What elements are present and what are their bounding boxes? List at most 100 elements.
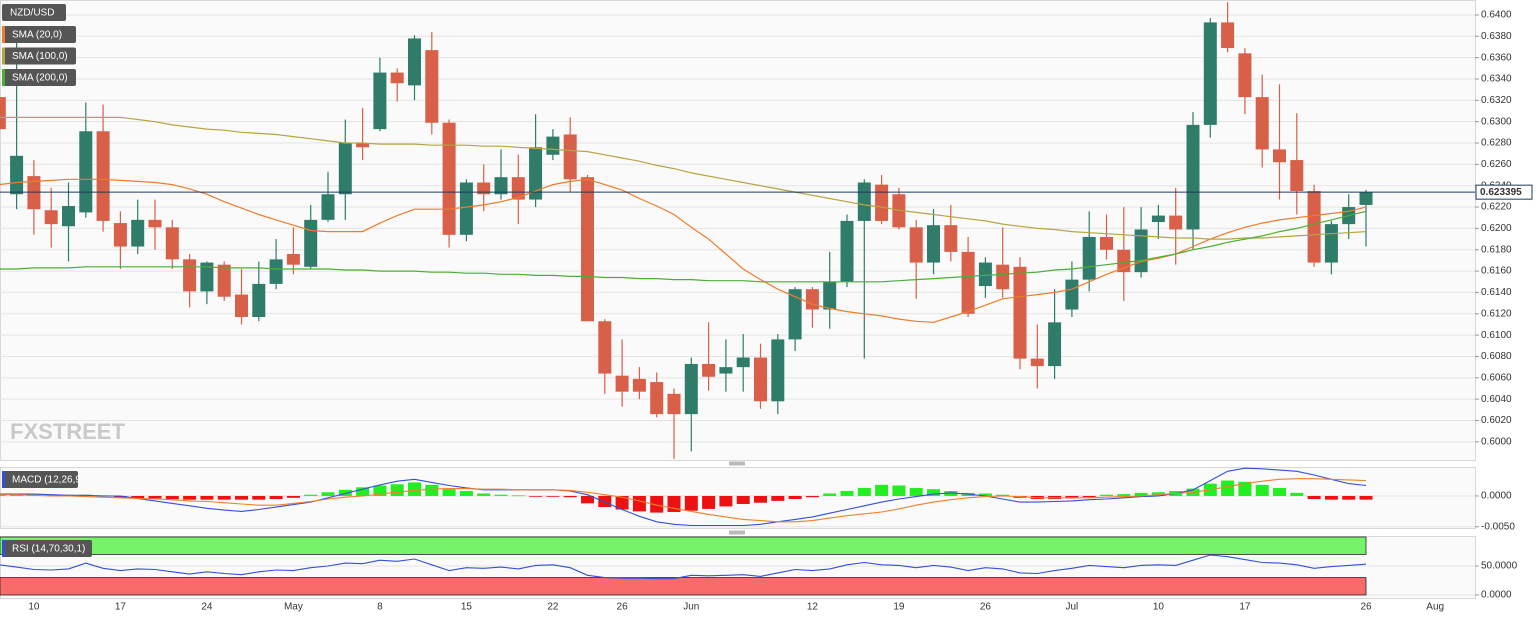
y-tick-label: 0.6140 — [1481, 287, 1512, 298]
macd-histogram-bar — [511, 495, 525, 497]
candle-body — [1221, 22, 1235, 49]
x-tick-label: Jun — [683, 602, 699, 613]
y-tick-label: 0.6200 — [1481, 223, 1512, 234]
y-tick-label: 0.6320 — [1481, 95, 1512, 106]
macd-histogram-bar — [1359, 495, 1373, 500]
macd-histogram-bar — [1324, 495, 1338, 500]
macd-histogram-bar — [113, 495, 127, 498]
macd-histogram-bar — [1151, 492, 1165, 496]
x-tick-label: May — [284, 602, 303, 613]
macd-histogram-bar — [823, 493, 837, 496]
macd-histogram-bar — [304, 494, 318, 496]
panel-splitter[interactable] — [729, 461, 745, 466]
candle-body — [10, 155, 24, 195]
legend-swatch — [2, 540, 5, 557]
candle-body — [408, 38, 421, 86]
candle-body — [823, 281, 837, 310]
macd-histogram-bar — [563, 495, 577, 498]
y-tick-label: 0.6100 — [1481, 330, 1512, 341]
last-price-box — [1475, 184, 1533, 200]
y-tick-label: 0.6000 — [1481, 436, 1512, 447]
candle-body — [269, 259, 283, 284]
candle-body — [1307, 191, 1321, 263]
macd-histogram-bar — [1273, 487, 1286, 496]
candle-body — [1100, 236, 1113, 250]
x-tick-label: 10 — [28, 602, 40, 613]
candle-body — [1151, 215, 1165, 222]
macd-histogram-bar — [131, 495, 145, 499]
macd-histogram-bar — [183, 495, 197, 500]
y-tick-label: 0.6280 — [1481, 138, 1512, 149]
candle-body — [321, 194, 335, 220]
x-tick-label: 22 — [547, 602, 559, 613]
x-tick-label: 12 — [807, 602, 819, 613]
legend-label: SMA (200,0) — [12, 73, 68, 84]
candle-body — [754, 357, 767, 402]
candle-body — [857, 182, 871, 221]
candle-body — [1290, 160, 1304, 192]
y-tick-label: 0.6360 — [1481, 52, 1512, 63]
plot — [0, 2, 1475, 596]
legend-label: SMA (20,0) — [12, 30, 62, 41]
grid — [0, 14, 1475, 596]
candle-body — [632, 378, 646, 392]
y-tick-label: 50.0000 — [1481, 561, 1518, 572]
legend-box — [2, 69, 76, 86]
macd-histogram-bar — [408, 482, 421, 496]
macd-histogram-bar — [165, 495, 179, 500]
macd-histogram-bar — [719, 495, 733, 507]
y-tick-label: 0.6400 — [1481, 10, 1512, 21]
legend-swatch — [2, 47, 5, 65]
x-tick-label: 24 — [201, 602, 213, 613]
macd-histogram-bar — [632, 495, 646, 512]
rsi-band — [0, 577, 1367, 596]
macd-histogram-bar — [996, 494, 1010, 496]
macd-histogram-bar — [978, 493, 992, 496]
x-tick-label: 26 — [617, 602, 629, 613]
macd-histogram-bar — [1065, 495, 1079, 499]
candle-body — [581, 177, 594, 322]
candle-body — [961, 251, 975, 314]
x-tick-label: 10 — [1153, 602, 1165, 613]
candle-body — [425, 50, 439, 123]
macd-histogram-bar — [200, 495, 214, 500]
y-tick-label: 0.0000 — [1481, 590, 1512, 601]
candle-body — [927, 225, 940, 263]
macd-histogram-bar — [321, 492, 335, 496]
macd-histogram-bar — [1134, 492, 1148, 496]
sma-line — [0, 210, 1367, 283]
y-tick-label: 0.6160 — [1481, 266, 1512, 277]
macd-histogram-bar — [857, 487, 871, 496]
last-price-label: 0.623395 — [1480, 187, 1522, 198]
candle-body — [183, 259, 197, 292]
macd-histogram-bar — [1290, 492, 1304, 496]
price-panel — [0, 0, 1476, 461]
candle-body — [304, 219, 318, 267]
candle-body — [356, 143, 370, 148]
macd-histogram-bar — [892, 485, 906, 496]
macd-histogram-bar — [390, 484, 404, 496]
macd-histogram-bar — [927, 489, 940, 496]
candle-body — [390, 72, 404, 84]
candle-body — [1065, 279, 1079, 310]
panel-splitter[interactable] — [729, 530, 745, 535]
candle-body — [684, 363, 698, 415]
candle-body — [667, 393, 681, 415]
watermark: FXSTREET — [10, 419, 125, 444]
x-tick-label: Jul — [1066, 602, 1079, 613]
legend-box — [2, 26, 76, 43]
candle-body — [1186, 124, 1200, 230]
macd-histogram-bar — [338, 489, 352, 496]
candle-body — [702, 363, 716, 377]
candle-body — [805, 289, 819, 310]
macd-histogram-bar — [269, 495, 283, 500]
x-tick-label: 8 — [377, 602, 383, 613]
candle-body — [909, 227, 923, 263]
candle-body — [978, 262, 992, 287]
macd-histogram-bar — [736, 495, 750, 504]
macd-histogram-bar — [771, 495, 785, 501]
y-tick-label: 0.6080 — [1481, 351, 1512, 362]
candle-body — [1359, 192, 1373, 205]
